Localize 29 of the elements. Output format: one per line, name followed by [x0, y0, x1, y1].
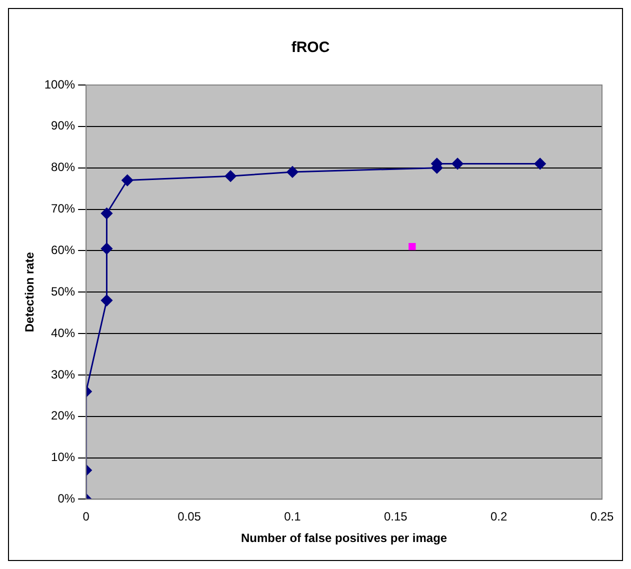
point: [100, 294, 112, 306]
point: [224, 170, 236, 182]
x-tick-label: 0.15: [384, 510, 408, 524]
y-axis-title: Detection rate: [22, 252, 37, 332]
x-axis-title: Number of false positives per image: [241, 531, 448, 546]
point: [408, 242, 416, 250]
x-tick-label: 0.2: [490, 510, 508, 524]
point: [452, 158, 464, 170]
point: [286, 166, 298, 178]
y-tick-label: 70%: [51, 202, 76, 216]
y-tick-label: 10%: [51, 450, 76, 464]
y-tick-label: 50%: [51, 284, 76, 298]
point: [100, 242, 112, 254]
y-tick-label: 80%: [51, 160, 76, 174]
y-tick-label: 40%: [51, 326, 76, 340]
x-tick-label: 0.1: [284, 510, 302, 524]
point: [534, 158, 546, 170]
x-tick-label: 0: [82, 510, 90, 524]
y-tick-label: 60%: [51, 242, 76, 257]
chart-title: fROC: [291, 39, 330, 56]
y-tick-label: 90%: [51, 118, 76, 133]
x-tick-label: 0.05: [178, 510, 202, 524]
y-tick-label: 0%: [58, 492, 76, 506]
point: [122, 174, 134, 186]
point: [100, 208, 112, 220]
y-tick-label: 100%: [44, 77, 76, 92]
y-tick-label: 20%: [51, 408, 76, 423]
y-tick-label: 30%: [51, 367, 76, 382]
x-tick-label: 0.25: [590, 510, 614, 524]
